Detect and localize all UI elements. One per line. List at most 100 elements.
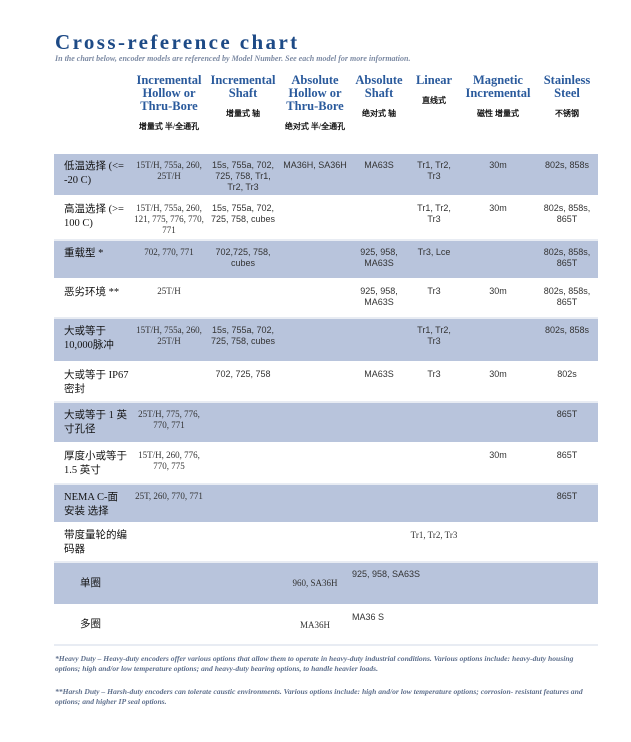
- table-row: 大或等于 10,000脉冲 15T/H, 755a, 260, 25T/H 15s,…: [54, 318, 598, 363]
- row-label: 大或等于 IP67 密封: [54, 362, 132, 403]
- table-cell: [408, 562, 460, 606]
- table-cell: 30m: [460, 196, 536, 241]
- table-cell: 15T/H, 260, 776, 770, 775: [132, 443, 206, 485]
- column-header-cn: 不锈钢: [555, 109, 579, 118]
- table-cell: [206, 443, 280, 485]
- column-header-en: Incremental Shaft: [210, 73, 276, 100]
- table-cell: 30m: [460, 443, 536, 485]
- column-header-en: Magnetic Incremental: [465, 73, 531, 100]
- column-header-en: Incremental Hollow or Thru-Bore: [136, 73, 202, 113]
- table-cell: [280, 240, 350, 280]
- column-header: Absolute Hollow or Thru-Bore 绝对式 半/全通孔: [280, 74, 350, 154]
- column-header-en: Linear: [415, 73, 453, 87]
- table-cell: [206, 523, 280, 563]
- table-cell: [408, 402, 460, 444]
- table-cell: 25T/H: [132, 279, 206, 319]
- table-cell: 15T/H, 755a, 260, 25T/H: [132, 154, 206, 197]
- column-header-en: Absolute Shaft: [355, 73, 403, 100]
- table-cell: 802s, 858s, 865T: [536, 279, 598, 319]
- table-cell: Tr3: [408, 279, 460, 319]
- row-label: NEMA C-面 安装 选择: [54, 484, 132, 524]
- page-title: Cross-reference chart: [55, 30, 300, 54]
- table-cell: 865T: [536, 484, 598, 524]
- table-cell: 802s, 858s: [536, 154, 598, 197]
- footnote-harsh-duty: **Harsh Duty – Harsh-duty encoders can t…: [55, 687, 583, 706]
- table-cell: [350, 402, 408, 444]
- table-cell: Tr1, Tr2, Tr3: [408, 318, 460, 363]
- table-row: 厚度小或等于 1.5 英寸 15T/H, 260, 776, 770, 775 30…: [54, 443, 598, 485]
- table-cell: MA63S: [350, 362, 408, 403]
- table-cell: [132, 362, 206, 403]
- table-row: 带度量轮的编码器 Tr1, Tr2, Tr3: [54, 523, 598, 563]
- table-row: 重载型 * 702, 770, 771 702,725, 758, cubes 925…: [54, 240, 598, 280]
- table-cell: [280, 196, 350, 241]
- table-row: 单圈 960, SA36H 925, 958, SA63S: [54, 562, 598, 606]
- table-row: 大或等于 1 英寸孔径 25T/H, 775, 776, 770, 771 865T: [54, 402, 598, 444]
- table-cell: 15s, 755a, 702, 725, 758, Tr1, Tr2, Tr3: [206, 154, 280, 197]
- table-cell: 30m: [460, 154, 536, 197]
- row-label: 多圈: [54, 605, 132, 646]
- table-cell: [350, 523, 408, 563]
- row-label: 大或等于 10,000脉冲: [54, 318, 132, 363]
- table-cell: Tr3: [408, 362, 460, 403]
- table-cell: [132, 562, 206, 606]
- table-cell: [280, 523, 350, 563]
- table-cell: 802s, 858s, 865T: [536, 240, 598, 280]
- table-cell: MA36H: [280, 605, 350, 646]
- table-cell: [460, 318, 536, 363]
- table-cell: [408, 484, 460, 524]
- table-cell: 865T: [536, 443, 598, 485]
- table-cell: Tr1, Tr2, Tr3: [408, 196, 460, 241]
- table-cell: MA63S: [350, 154, 408, 197]
- table-cell: [536, 523, 598, 563]
- row-label: 厚度小或等于 1.5 英寸: [54, 443, 132, 485]
- table-cell: [280, 402, 350, 444]
- column-header-cn: 增量式 半/全通孔: [138, 122, 200, 131]
- table-cell: [280, 279, 350, 319]
- table-row: 低温选择 (<= -20 C) 15T/H, 755a, 260, 25T/H 15…: [54, 154, 598, 197]
- table-cell: 25T, 260, 770, 771: [132, 484, 206, 524]
- column-header: Magnetic Incremental 磁性 增量式: [460, 74, 536, 154]
- table-cell: 30m: [460, 279, 536, 319]
- table-row: 恶劣环境 ** 25T/H 925, 958, MA63S Tr3 30m 802s, 8…: [54, 279, 598, 319]
- table-cell: 960, SA36H: [280, 562, 350, 606]
- table-cell: 925, 958, SA63S: [350, 562, 420, 606]
- table-cell: [460, 523, 536, 563]
- table-cell: [350, 318, 408, 363]
- table-cell: 925, 958, MA63S: [350, 240, 408, 280]
- table-row: NEMA C-面 安装 选择 25T, 260, 770, 771 865T: [54, 484, 598, 524]
- column-header: Stainless Steel 不锈钢: [536, 74, 598, 154]
- table-cell: Tr3, Lce: [408, 240, 460, 280]
- column-header-cn: 直线式: [422, 96, 446, 105]
- column-header-cn: 增量式 轴: [226, 109, 260, 118]
- table-row: 大或等于 IP67 密封 702, 725, 758 MA63S Tr3 30m 802s: [54, 362, 598, 403]
- table-cell: [408, 605, 460, 646]
- column-header-cn: 磁性 增量式: [477, 109, 519, 118]
- table-cell: [206, 484, 280, 524]
- table-cell: [206, 605, 280, 646]
- corner-cell: [54, 74, 132, 154]
- table-cell: [206, 562, 280, 606]
- table-cell: 925, 958, MA63S: [350, 279, 408, 319]
- table-cell: 802s, 858s: [536, 318, 598, 363]
- footnote-heavy-duty: *Heavy Duty – Heavy-duty encoders offer …: [55, 654, 574, 673]
- table-cell: Tr1, Tr2, Tr3: [408, 523, 460, 563]
- table-cell: Tr1, Tr2, Tr3: [408, 154, 460, 197]
- table-row: 高温选择 (>= 100 C) 15T/H, 755a, 260, 121, 77…: [54, 196, 598, 241]
- table-cell: [460, 240, 536, 280]
- table-cell: MA36H, SA36H: [280, 154, 350, 197]
- row-label: 恶劣环境 **: [54, 279, 132, 319]
- column-header: Incremental Shaft 增量式 轴: [206, 74, 280, 154]
- table-cell: [460, 484, 536, 524]
- table-cell: 25T/H, 775, 776, 770, 771: [132, 402, 206, 444]
- table-cell: [350, 196, 408, 241]
- column-header: Absolute Shaft 绝对式 轴: [350, 74, 408, 154]
- row-label: 低温选择 (<= -20 C): [54, 154, 132, 197]
- table-cell: 15T/H, 755a, 260, 25T/H: [132, 318, 206, 363]
- table-cell: [460, 562, 536, 606]
- column-header-cn: 绝对式 轴: [362, 109, 396, 118]
- cross-reference-table: Incremental Hollow or Thru-Bore 增量式 半/全通孔…: [54, 74, 598, 646]
- table-cell: [280, 362, 350, 403]
- table-cell: [206, 402, 280, 444]
- table-cell: [350, 443, 408, 485]
